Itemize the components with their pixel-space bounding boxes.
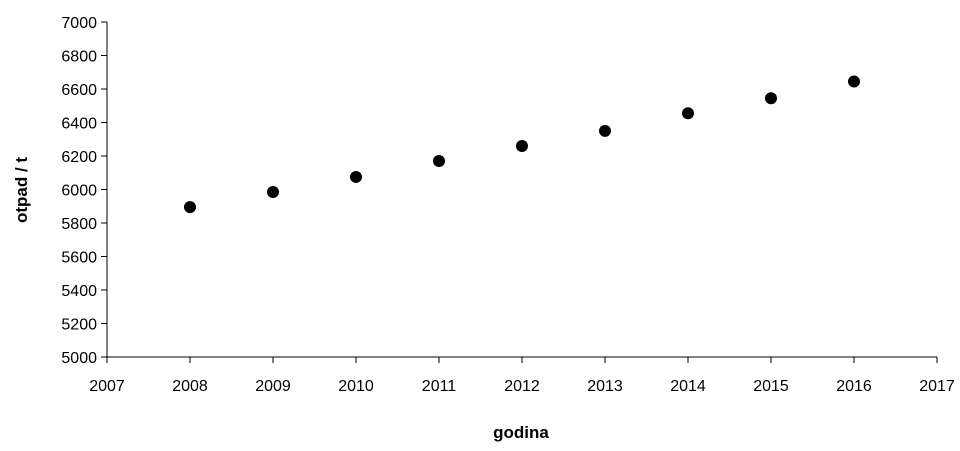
x-tick-label: 2010 [338,378,374,395]
x-tick-label: 2012 [504,378,540,395]
data-point [765,92,777,105]
x-axis: 2007 2008 2009 2010 2011 2012 2013 2014 2015 2016… [89,356,955,395]
data-point [682,107,694,120]
data-point [516,139,528,152]
y-axis: 5000 5200 5400 5600 5800 6000 6200 6400 6600 6800… [61,15,108,367]
x-tick-label: 2013 [587,378,623,395]
data-point [267,186,279,199]
data-point [350,170,362,183]
x-tick-label: 2015 [753,378,789,395]
y-tick-label: 6800 [61,49,97,66]
x-tick-label: 2007 [89,378,125,395]
data-point [184,201,196,214]
y-tick-label: 6000 [61,183,97,200]
x-axis-title: godina [493,423,549,442]
y-tick-label: 5800 [61,216,97,233]
y-tick-label: 6400 [61,116,97,133]
data-point [848,75,860,88]
y-tick-label: 5400 [61,283,97,300]
data-points [184,75,860,214]
x-tick-label: 2011 [422,378,457,395]
y-tick-label: 6200 [61,149,97,166]
x-tick-label: 2008 [172,378,208,395]
x-tick-label: 2017 [919,378,955,395]
data-point [599,124,611,137]
y-axis-title: otpad / t [12,157,31,223]
x-tick-label: 2016 [836,378,872,395]
x-tick-label: 2014 [670,378,706,395]
y-tick-label: 5000 [61,350,97,367]
y-tick-label: 5200 [61,317,97,334]
y-tick-label: 6600 [61,82,97,99]
data-point [433,155,445,168]
y-tick-label: 5600 [61,250,97,267]
y-tick-label: 7000 [61,15,97,32]
x-tick-label: 2009 [255,378,291,395]
